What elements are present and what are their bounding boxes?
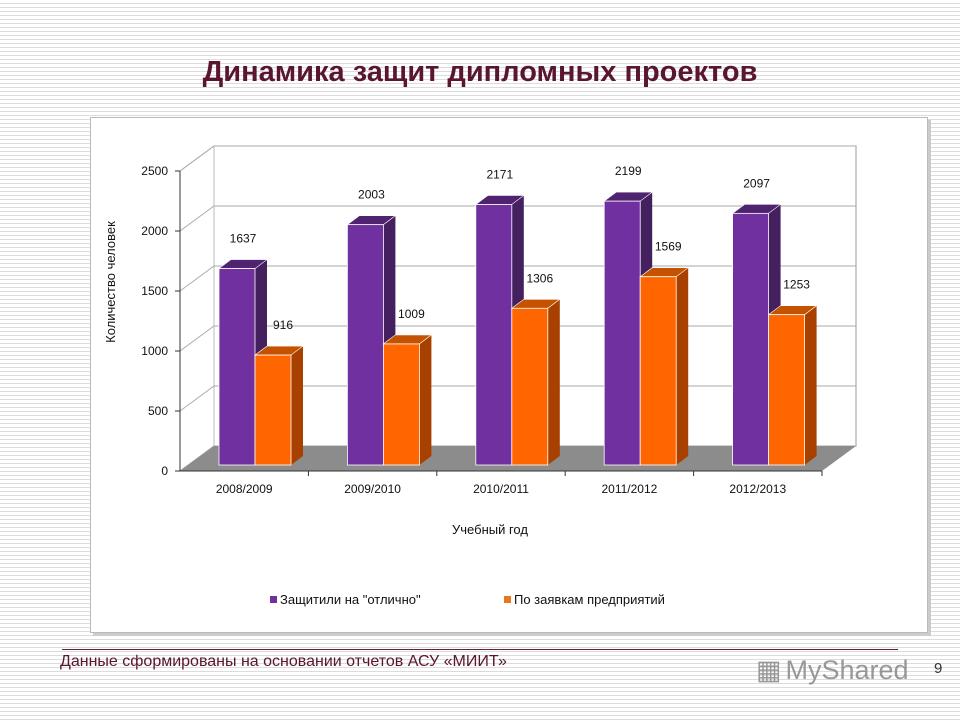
side-wall xyxy=(179,145,215,472)
data-label: 1637 xyxy=(230,232,257,246)
gridline xyxy=(179,145,856,172)
legend-swatch xyxy=(270,596,277,603)
data-label: 2003 xyxy=(358,188,385,202)
bar-side xyxy=(291,346,303,465)
data-label: 1569 xyxy=(655,240,682,254)
legend-item-enterprise: По заявкам предприятий xyxy=(504,592,665,607)
watermark: ▦ MyShared xyxy=(756,655,909,686)
bar xyxy=(732,212,769,466)
data-label: 1306 xyxy=(526,271,553,285)
y-tick-label: 1500 xyxy=(141,284,168,298)
legend-item-excellent: Защитили на "отлично" xyxy=(270,592,421,607)
watermark-text: MyShared xyxy=(785,655,909,685)
bar xyxy=(382,343,420,466)
bar xyxy=(218,268,256,466)
data-label: 916 xyxy=(273,318,293,332)
bar-side xyxy=(676,267,689,465)
bar xyxy=(254,354,292,466)
presentation-icon: ▦ xyxy=(756,655,782,685)
x-tick-label: 2011/2012 xyxy=(601,482,657,496)
bar xyxy=(603,200,641,466)
bar xyxy=(511,307,549,466)
x-tick-label: 2008/2009 xyxy=(216,482,273,496)
data-label: 2199 xyxy=(615,164,642,178)
legend-label: По заявкам предприятий xyxy=(514,592,665,607)
x-tick-label: 2012/2013 xyxy=(729,482,786,496)
data-label: 1009 xyxy=(398,307,425,321)
legend-label: Защитили на "отлично" xyxy=(280,592,421,607)
x-tick-label: 2009/2010 xyxy=(344,482,401,496)
page-number: 9 xyxy=(934,660,943,677)
y-tick-label: 2500 xyxy=(141,164,168,178)
bar-side xyxy=(804,305,817,465)
x-tick-label: 2010/2011 xyxy=(473,482,529,496)
bar xyxy=(346,224,384,466)
data-label: 2097 xyxy=(743,176,770,190)
x-axis-title: Учебный год xyxy=(452,522,528,537)
data-label: 1253 xyxy=(783,278,810,292)
divider xyxy=(62,649,898,650)
bar xyxy=(639,276,677,466)
y-tick-label: 500 xyxy=(148,404,168,418)
y-tick-label: 2000 xyxy=(141,224,168,238)
data-label: 2171 xyxy=(486,167,513,181)
y-axis-title: Количество человек xyxy=(103,221,118,343)
footer-note: Данные сформированы на основании отчетов… xyxy=(60,653,507,670)
bar xyxy=(768,314,805,466)
y-tick-label: 1000 xyxy=(141,344,168,358)
page-title: Динамика защит дипломных проектов xyxy=(202,56,758,88)
bar-side xyxy=(547,299,560,465)
bar xyxy=(475,204,513,466)
bar-side xyxy=(419,334,432,465)
y-tick-label: 0 xyxy=(161,464,168,478)
legend-swatch xyxy=(504,596,511,603)
